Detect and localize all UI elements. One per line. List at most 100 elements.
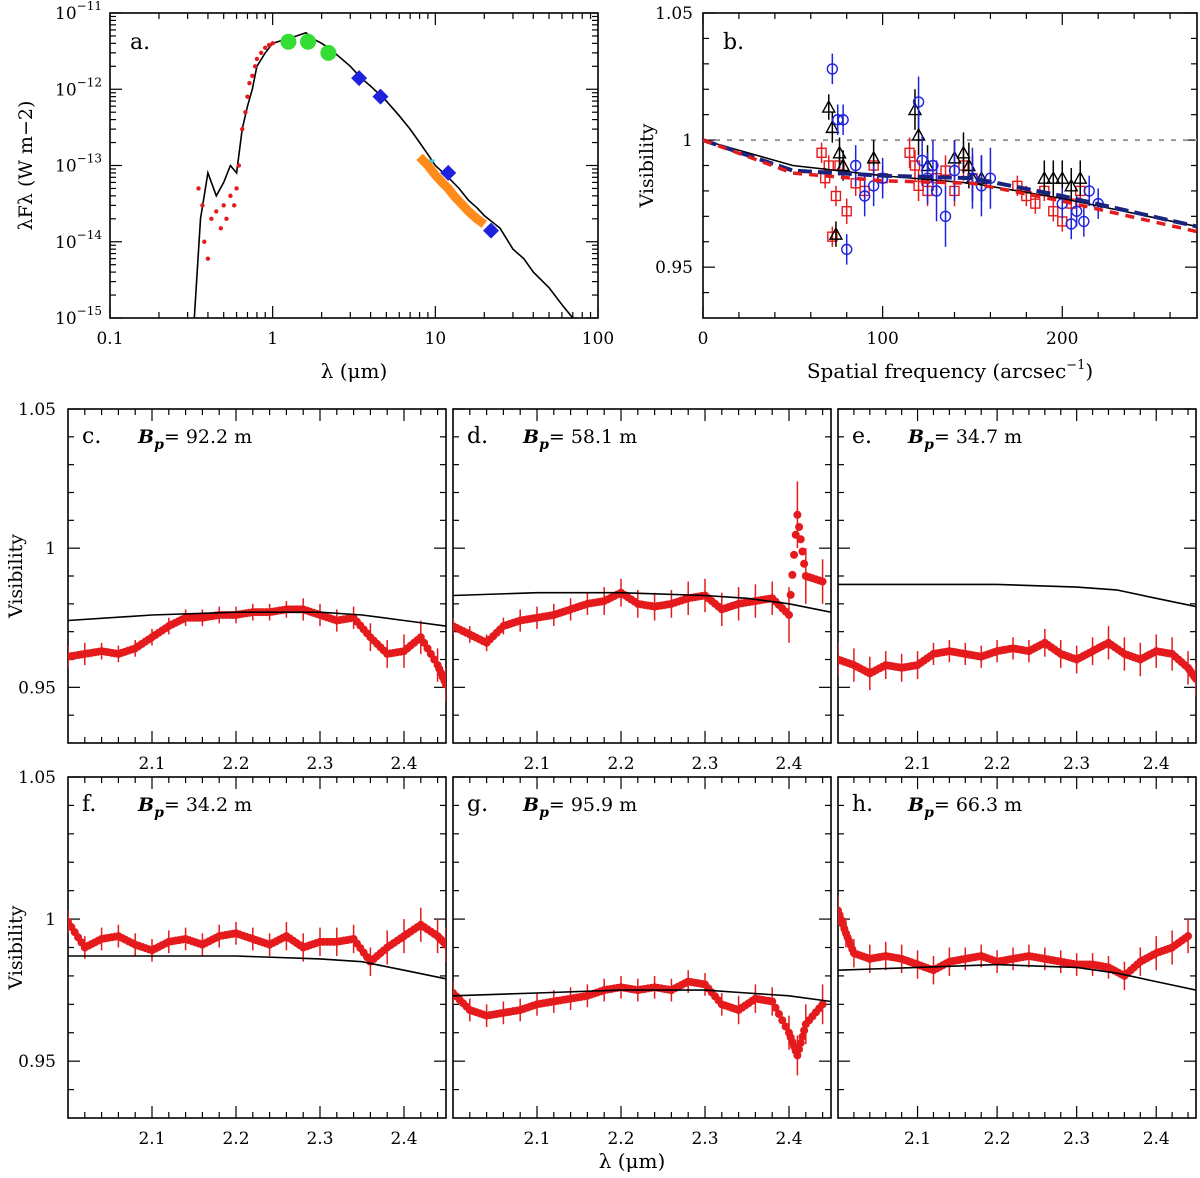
model-line: [68, 611, 446, 627]
panel-c: 2.1 2.2 2.3 2.4 0.95 1 1.05 Visibility c. Bp= 92.…: [5, 400, 447, 774]
x-tick-label: 2.1: [523, 1129, 550, 1149]
red-square-point: [841, 206, 852, 217]
model-line: [838, 963, 1196, 991]
optical-spectrum-point: [245, 94, 250, 99]
y-tick-label: 0.95: [655, 258, 693, 278]
y-tick-label: 1: [682, 131, 693, 151]
x-axis-label: Spatial frequency (arcsec−1): [807, 358, 1093, 383]
optical-spectrum-point: [266, 42, 272, 48]
red-square-point: [827, 231, 838, 242]
panel-d-frame: [452, 408, 832, 744]
panel-label: h.: [852, 792, 873, 817]
panel-f-plot-area: [68, 907, 446, 980]
shared-x-axis-label: λ (μm): [599, 1149, 666, 1173]
red-square-point: [1021, 190, 1032, 202]
x-tick-label: 2.1: [138, 754, 165, 774]
optical-spectrum-point: [270, 41, 275, 46]
mid-ir-photometry-point: [440, 164, 457, 181]
panel-b-plot-area: [703, 53, 1197, 265]
panel-label: a.: [130, 30, 150, 55]
panel-h: 2.1 2.2 2.3 2.4 h. Bp= 66.3 m: [837, 776, 1197, 1149]
optical-spectrum-point: [228, 193, 233, 199]
y-tick-label: 1: [45, 910, 56, 930]
x-tick-label: 2.4: [390, 754, 417, 774]
x-axis-label: λ (μm): [321, 359, 388, 383]
panel-h-frame: [837, 776, 1197, 1119]
panel-e: 2.1 2.2 2.3 2.4 e. Bp= 34.7 m: [837, 408, 1197, 774]
visibility-point: [798, 1032, 807, 1041]
baseline-label: Bp= 95.9 m: [522, 794, 637, 821]
visibility-point: [788, 570, 797, 579]
x-tick-label: 2.4: [1143, 1129, 1170, 1149]
red-square-point: [909, 160, 921, 171]
panel-g-plot-area: [453, 970, 831, 1076]
optical-spectrum-point: [218, 226, 224, 231]
black-triangle-point: [1073, 170, 1088, 184]
panel-c-frame: [67, 408, 447, 744]
y-tick-label: 1: [45, 539, 56, 559]
optical-spectrum-point: [224, 216, 229, 221]
visibility-point: [818, 577, 827, 586]
panel-label: g.: [467, 792, 488, 817]
y-axis-label: Visibility: [5, 534, 27, 619]
panel-b-visibility-vs-frequency: 0 100 200 0.95 1 1.05 b. Spatial frequency (arc…: [636, 4, 1198, 383]
x-tick-label: 100: [582, 329, 614, 349]
x-tick-label: 200: [1046, 329, 1078, 349]
x-tick-label: 2.3: [691, 754, 718, 774]
x-tick-label: 2.4: [1143, 754, 1170, 774]
x-tick-label: 2.3: [306, 1129, 333, 1149]
panel-g-frame: [452, 776, 832, 1119]
visibility-point: [778, 1016, 787, 1025]
x-tick-label: 1: [267, 329, 278, 349]
mid-ir-photometry-point: [372, 88, 389, 105]
x-tick-label: 2.1: [138, 1129, 165, 1149]
y-axis-label: λFλ (W m−2): [15, 101, 37, 231]
red-square-point: [830, 190, 842, 202]
x-tick-label: 2.2: [222, 754, 249, 774]
black-triangle-point: [821, 99, 836, 113]
optical-spectrum-point: [254, 56, 260, 62]
x-tick-label: 2.1: [904, 1129, 931, 1149]
optical-spectrum-point: [202, 239, 207, 244]
y-tick-label: 1.05: [18, 400, 56, 420]
blue-circle-point: [1083, 185, 1095, 197]
panel-c-plot-area: [68, 598, 446, 702]
optical-spectrum-point: [263, 45, 268, 50]
blue-circle-point: [826, 63, 839, 75]
x-tick-label: 0.1: [96, 329, 123, 349]
visibility-point: [771, 1003, 780, 1012]
x-tick-label: 0: [698, 329, 709, 349]
y-tick-label: 0.95: [18, 678, 56, 698]
x-tick-label: 2.2: [222, 1129, 249, 1149]
x-tick-label: 2.3: [1063, 754, 1090, 774]
optical-spectrum-point: [240, 126, 245, 132]
optical-spectrum-point: [200, 203, 205, 208]
visibility-point: [800, 559, 809, 568]
x-tick-label: 2.1: [904, 754, 931, 774]
x-tick-label: 2.3: [306, 754, 333, 774]
y-tick-label: 10−11: [55, 0, 102, 24]
black-triangle-point: [956, 145, 971, 159]
model-line: [838, 583, 1196, 608]
optical-spectrum-point: [214, 209, 219, 214]
red-square-point: [816, 147, 827, 158]
optical-spectrum-point: [221, 203, 226, 208]
blue-circle-point: [849, 159, 862, 172]
x-tick-label: 2.3: [691, 1129, 718, 1149]
panel-label: f.: [82, 792, 96, 817]
black-triangle-point: [866, 150, 881, 164]
y-tick-label: 10−13: [55, 152, 102, 177]
y-tick-label: 10−14: [55, 228, 102, 253]
panel-label: e.: [852, 424, 872, 449]
visibility-point: [798, 547, 807, 556]
red-square-point: [904, 147, 915, 158]
optical-spectrum-point: [231, 203, 237, 208]
model-line: [453, 989, 831, 1003]
x-tick-label: 2.1: [523, 754, 550, 774]
model-line: [68, 955, 446, 980]
visibility-point: [1184, 932, 1193, 941]
x-tick-label: 2.2: [984, 1129, 1011, 1149]
y-tick-label: 1.05: [18, 768, 56, 788]
model-line-blue: [703, 138, 1197, 229]
